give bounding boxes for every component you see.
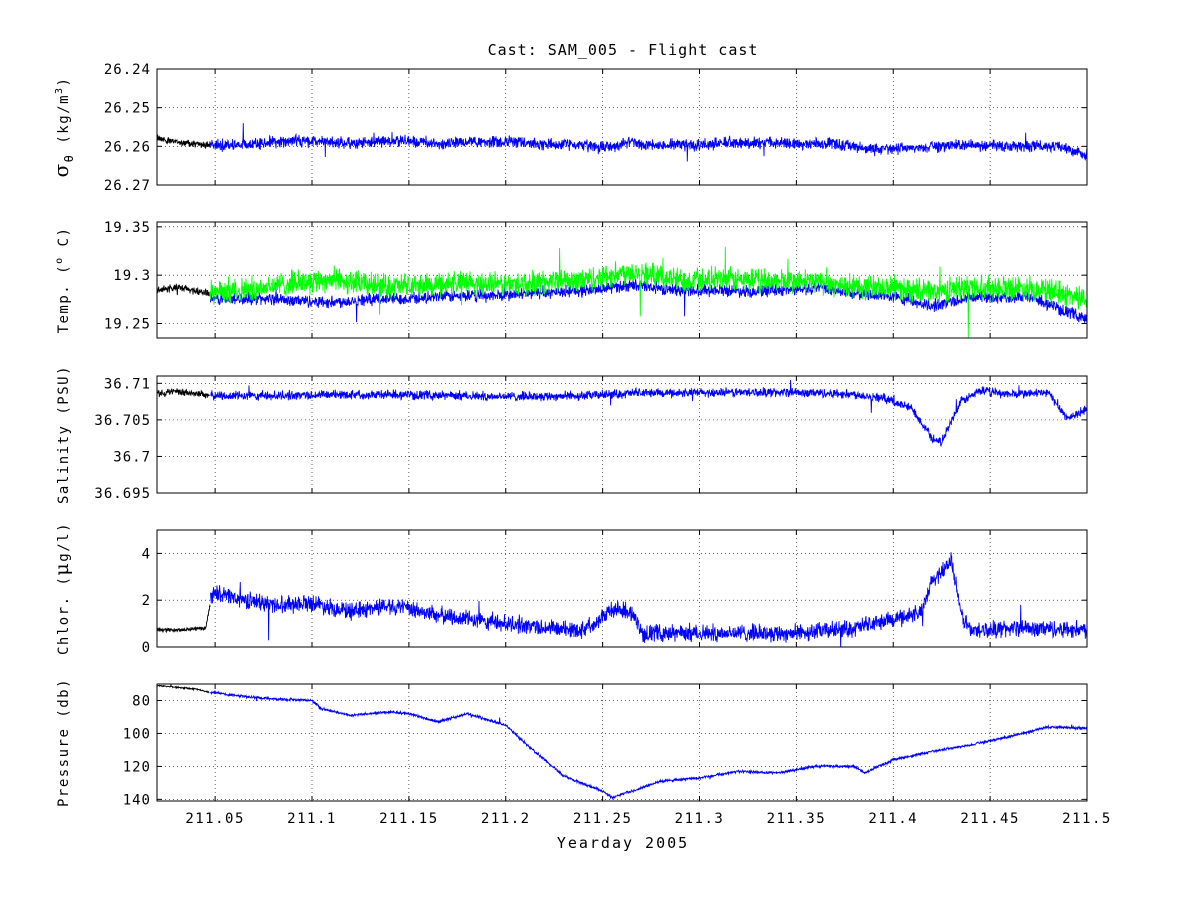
- label-superscript: o: [54, 256, 65, 264]
- series-black-line: [157, 388, 210, 399]
- x-axis-label: Yearday 2005: [557, 834, 689, 852]
- y-tick-label: 36.7: [113, 449, 151, 465]
- y-tick-label: 4: [142, 546, 151, 562]
- x-tick-label: 211.3: [675, 811, 725, 827]
- y-tick-label: 19.35: [104, 220, 151, 236]
- x-tick-label: 211.4: [868, 811, 918, 827]
- y-tick-label: 80: [132, 693, 151, 709]
- series-black-line: [157, 134, 211, 149]
- series-blue-line: [210, 689, 1087, 801]
- series-blue-line: [209, 275, 1087, 324]
- y-tick-label: 19.25: [104, 317, 151, 333]
- label-text: Chlor. (: [56, 576, 72, 655]
- x-tick-label: 211.25: [573, 811, 633, 827]
- series-blue-line: [209, 123, 1087, 162]
- y-tick-label: 100: [123, 726, 151, 742]
- x-tick-label: 211.15: [379, 811, 439, 827]
- x-tick-label: 211.45: [960, 811, 1020, 827]
- panel-salinity: 36.695 36.7 36.705 36.71 Salinity (PSU): [56, 365, 1088, 504]
- series-group: [157, 552, 1087, 647]
- y-tick-label: 2: [142, 593, 151, 609]
- label-text: g/l): [56, 522, 72, 562]
- axes-frame: [156, 683, 1088, 802]
- label-symbol: μ: [51, 562, 73, 576]
- y-axis-label: Chlor. (μg/l): [51, 522, 73, 655]
- axes-frame: [156, 529, 1088, 648]
- y-tick-label: 120: [123, 759, 151, 775]
- series-group: [157, 684, 1087, 801]
- y-tick-label: 36.705: [94, 413, 151, 429]
- panel-sigma: 26.24 26.25 26.26 26.27 σθ (kg/m3): [49, 62, 1088, 194]
- x-tick-label: 211.2: [481, 811, 531, 827]
- series-black-line: [157, 684, 210, 694]
- y-tick-label: 140: [123, 792, 151, 808]
- label-subscript: θ: [62, 154, 76, 163]
- axes-frame: [156, 68, 1088, 186]
- label-text: (kg/m: [56, 94, 72, 154]
- series-group: [157, 246, 1087, 338]
- label-text: Temp. (: [56, 264, 72, 334]
- y-tick-label: 36.71: [104, 376, 151, 392]
- y-tick-label: 26.27: [104, 178, 151, 194]
- y-tick-label: 19.3: [113, 268, 151, 284]
- series-blue-line: [209, 552, 1087, 647]
- label-symbol: σ: [49, 162, 73, 177]
- axes-frame: [156, 375, 1088, 494]
- series-group: [157, 123, 1087, 162]
- label-text: C): [56, 227, 72, 257]
- label-superscript: 3: [54, 86, 65, 94]
- series-blue-line: [210, 379, 1087, 448]
- axes-frame: [156, 221, 1088, 339]
- y-tick-label: 36.695: [94, 486, 151, 502]
- panel-chlor: 0 2 4 Chlor. (μg/l): [51, 522, 1088, 656]
- x-tick-label: 211.1: [287, 811, 337, 827]
- chart-title: Cast: SAM_005 - Flight cast: [488, 41, 759, 59]
- y-tick-label: 0: [142, 640, 151, 656]
- series-group: [157, 379, 1087, 448]
- x-tick-label: 211.05: [185, 811, 245, 827]
- y-tick-label: 26.26: [104, 139, 151, 155]
- y-tick-label: 26.24: [104, 62, 151, 78]
- y-axis-label: Temp. (o C): [54, 227, 72, 334]
- y-axis-label: σθ (kg/m3): [49, 77, 76, 178]
- y-axis-label: Pressure (db): [56, 678, 72, 807]
- panel-pressure: 80 100 120 140 Pressure (db) 211.05 211.1 211.1…: [56, 678, 1112, 827]
- series-green-line: [209, 246, 1087, 338]
- x-tick-label: 211.35: [767, 811, 827, 827]
- x-tick-label: 211.5: [1062, 811, 1112, 827]
- series-black-line: [157, 603, 211, 634]
- y-tick-label: 26.25: [104, 101, 151, 117]
- y-axis-label: Salinity (PSU): [56, 365, 72, 504]
- panel-temp: 19.25 19.3 19.35 Temp. (o C): [54, 220, 1088, 339]
- series-black-line: [157, 283, 210, 297]
- label-text: ): [56, 77, 72, 87]
